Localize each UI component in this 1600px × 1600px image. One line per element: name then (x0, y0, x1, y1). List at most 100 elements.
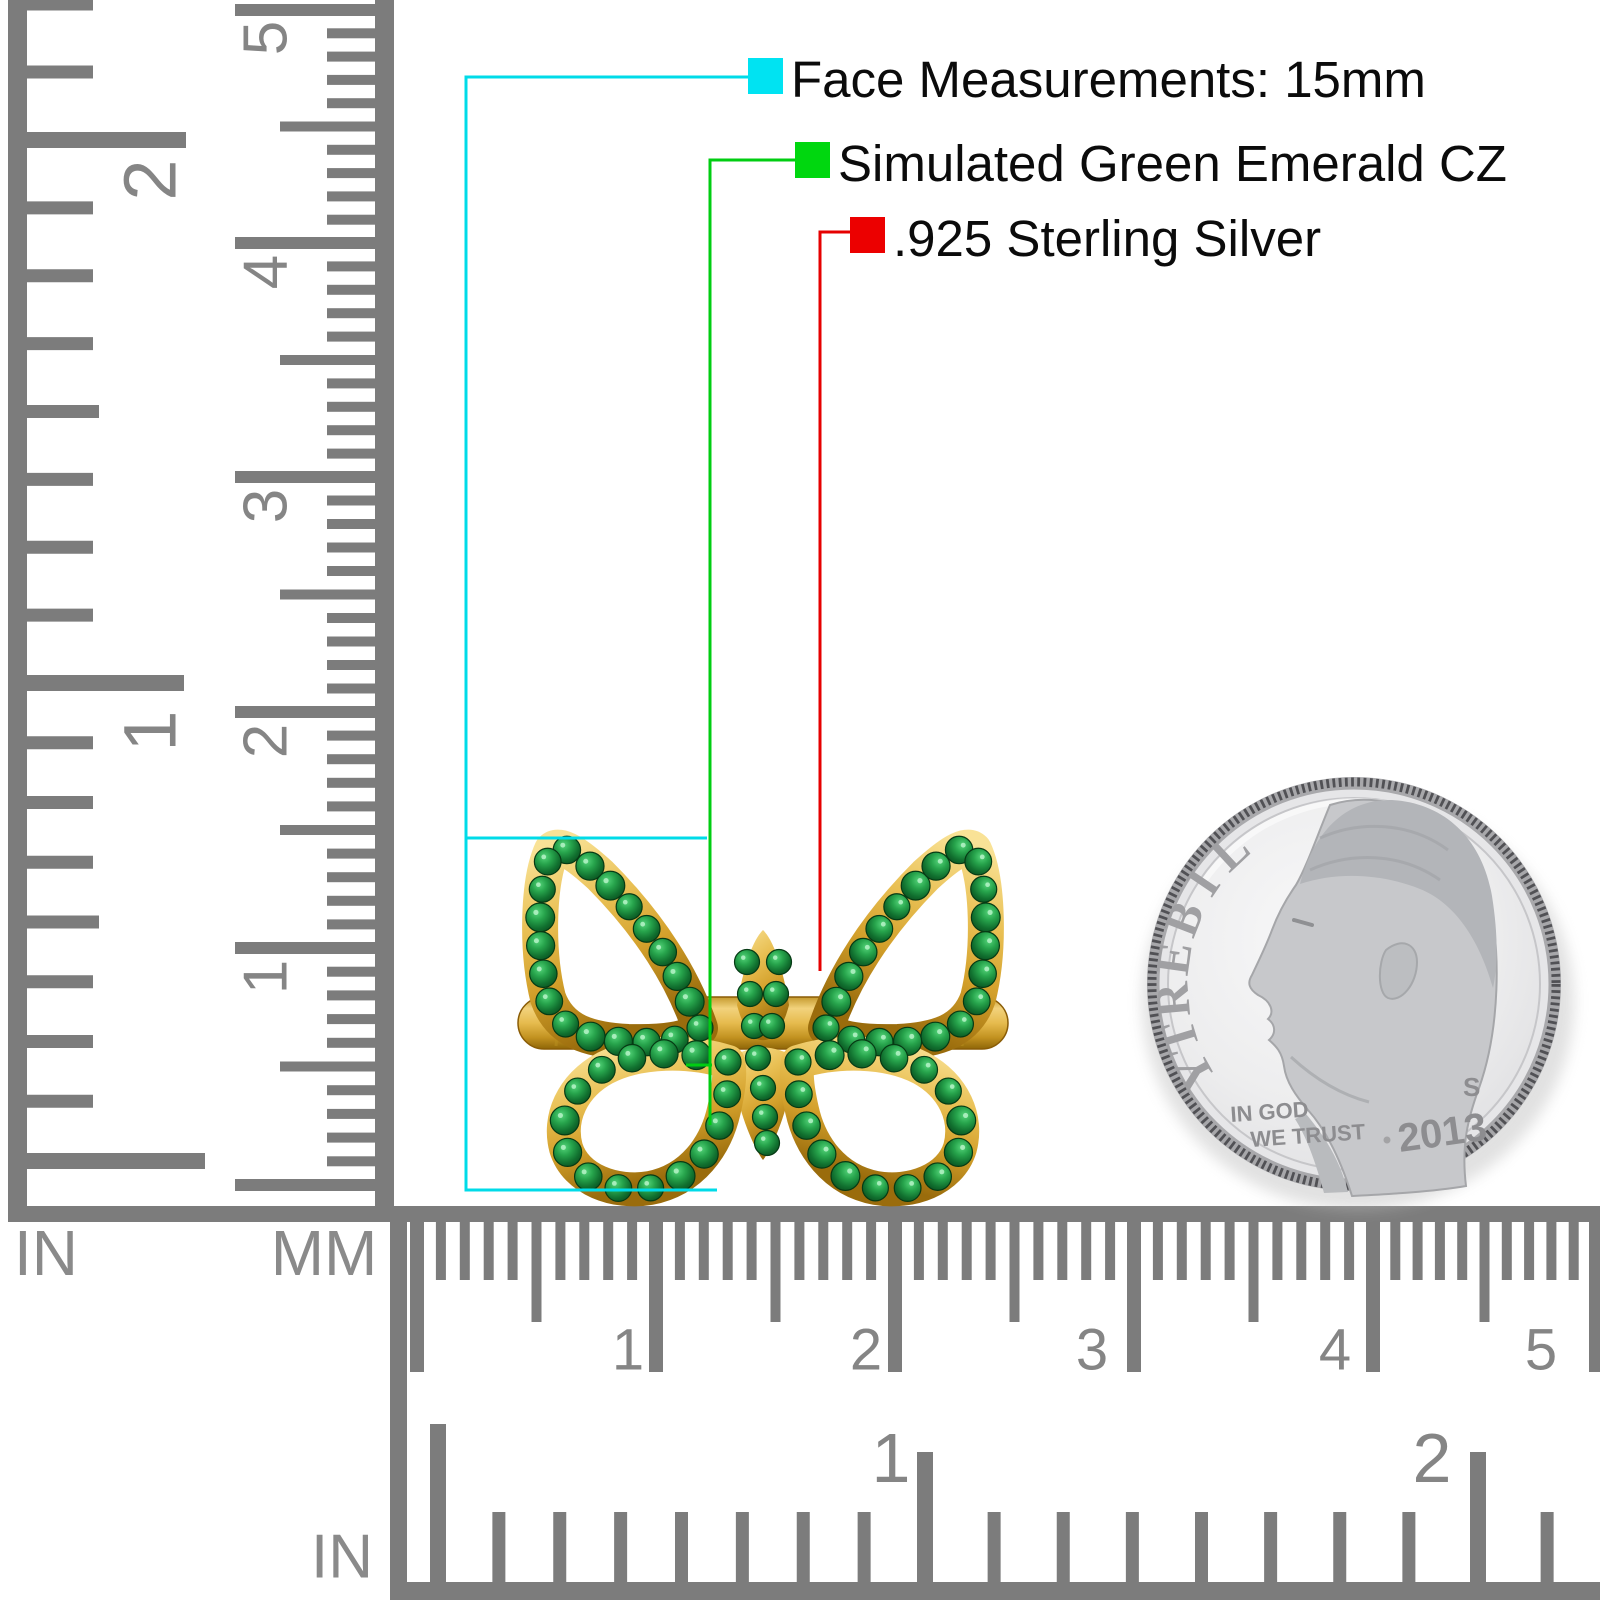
ruler-tick (1479, 1222, 1490, 1322)
green-cz-stone (962, 987, 991, 1016)
left-ruler: 2 1 5 4 3 2 1 IN MM (8, 0, 394, 1289)
ruler-tick (961, 1222, 972, 1280)
stone-sparkle (689, 1047, 695, 1053)
green-cz-stone (765, 948, 793, 976)
metal-label: .925 Sterling Silver (893, 210, 1321, 267)
green-cz-stone (943, 1137, 974, 1167)
ruler-tick (327, 542, 375, 553)
stone-sparkle (863, 1046, 869, 1052)
ruler-tick (1568, 1222, 1579, 1280)
green-cz-stone (552, 1137, 583, 1167)
left-ruler-ticks (27, 0, 375, 1191)
green-cz-stone (551, 1010, 580, 1038)
green-cz-stone (533, 847, 562, 876)
ruler-tick (327, 1108, 375, 1119)
green-cz-stone (595, 870, 626, 901)
ruler-tick (794, 1222, 805, 1280)
ruler-tick (327, 1156, 375, 1167)
ruler-tick (327, 1037, 375, 1048)
stone-sparkle (984, 966, 990, 972)
green-cz-stone (689, 1139, 719, 1169)
stone-sparkle (917, 878, 923, 884)
ruler-tick (1195, 1512, 1208, 1582)
ruler-tick (27, 132, 186, 148)
stone-sparkle (773, 955, 778, 960)
stone-sparkle (876, 1180, 882, 1186)
ruler-tick (327, 848, 375, 859)
ring-body-lower (730, 1047, 796, 1160)
stone-sparkle (697, 1146, 703, 1152)
face-measurement-callout-line (464, 75, 748, 1192)
coin-designer-mark (1383, 1136, 1391, 1144)
stone-sparkle (925, 1062, 931, 1068)
bottom-ruler-cm-4: 4 (1319, 1318, 1351, 1383)
green-cz-stone (705, 1111, 734, 1140)
ruler-tick (579, 1222, 590, 1280)
stone-sparkle (827, 1021, 833, 1026)
stone-sparkle (533, 938, 539, 944)
ruler-tick (1200, 1222, 1211, 1280)
ruler-tick (796, 1512, 810, 1582)
lower-left-wing-stones (549, 1039, 742, 1203)
stone-sparkle (937, 1028, 943, 1035)
ruler-tick (327, 777, 375, 788)
ruler-tick (603, 1222, 614, 1280)
green-cz-stone (814, 1040, 845, 1071)
ruler-tick (746, 1222, 757, 1280)
stone-sparkle (557, 1112, 564, 1119)
left-ruler-bottom-bar (8, 1206, 394, 1222)
ruler-tick (1033, 1222, 1044, 1280)
ruler-tick (857, 1512, 871, 1582)
stone-sparkle (978, 994, 984, 1000)
coin-mint-mark: S (1463, 1072, 1480, 1102)
stone-sparkle (987, 909, 993, 915)
portrait-hair-strokes (1309, 824, 1449, 882)
portrait-neck-shadow (1295, 1114, 1348, 1193)
ruler-tick (327, 98, 375, 109)
ruler-tick (531, 1222, 542, 1322)
green-cz-stone (528, 875, 556, 903)
green-cz-stone (834, 961, 864, 992)
ruler-tick (735, 1512, 749, 1582)
green-cz-stone (674, 986, 705, 1017)
green-cz-stone (665, 1161, 696, 1192)
left-ruler-inch-2: 2 (109, 159, 192, 200)
green-cz-stone (830, 1161, 861, 1192)
ruler-tick (327, 966, 375, 977)
ruler-tick (27, 796, 93, 809)
stone-sparkle (640, 921, 646, 927)
stone-sparkle (847, 1168, 853, 1174)
green-cz-stone (758, 1012, 786, 1040)
ruler-tick (327, 919, 375, 930)
metal-swatch (850, 217, 885, 253)
green-cz-stone (865, 914, 894, 943)
ruler-tick (1081, 1222, 1092, 1280)
stone-sparkle (831, 1047, 837, 1053)
stone-sparkle (559, 1017, 565, 1022)
callout-lines (464, 75, 850, 1192)
ruler-tick (327, 144, 375, 155)
ruler-tick (1152, 1222, 1163, 1280)
stone-sparkle (852, 1032, 858, 1038)
ruler-tick (327, 168, 375, 179)
stone-sparkle (541, 854, 547, 860)
stone-sparkle (536, 966, 542, 972)
bottom-ruler-bottom-bar (390, 1582, 1600, 1600)
legend: Face Measurements: 15mm Simulated Green … (748, 51, 1507, 267)
green-cz-stone (968, 959, 997, 989)
stone-sparkle (670, 968, 676, 975)
green-cz-stone (812, 1014, 840, 1042)
green-cz-stone (615, 893, 643, 921)
ruler-tick (327, 284, 375, 295)
green-cz-stone (632, 914, 661, 943)
green-cz-stone (970, 875, 998, 903)
metal-callout-line (818, 230, 850, 971)
ruler-tick (327, 566, 375, 576)
ruler-tick (327, 401, 375, 412)
ruler-tick (327, 28, 375, 39)
ruler-tick (1224, 1222, 1235, 1280)
ruler-tick (1125, 1512, 1139, 1582)
ruler-tick (1344, 1222, 1355, 1280)
ruler-tick (327, 730, 375, 741)
green-cz-stone (549, 1105, 580, 1136)
